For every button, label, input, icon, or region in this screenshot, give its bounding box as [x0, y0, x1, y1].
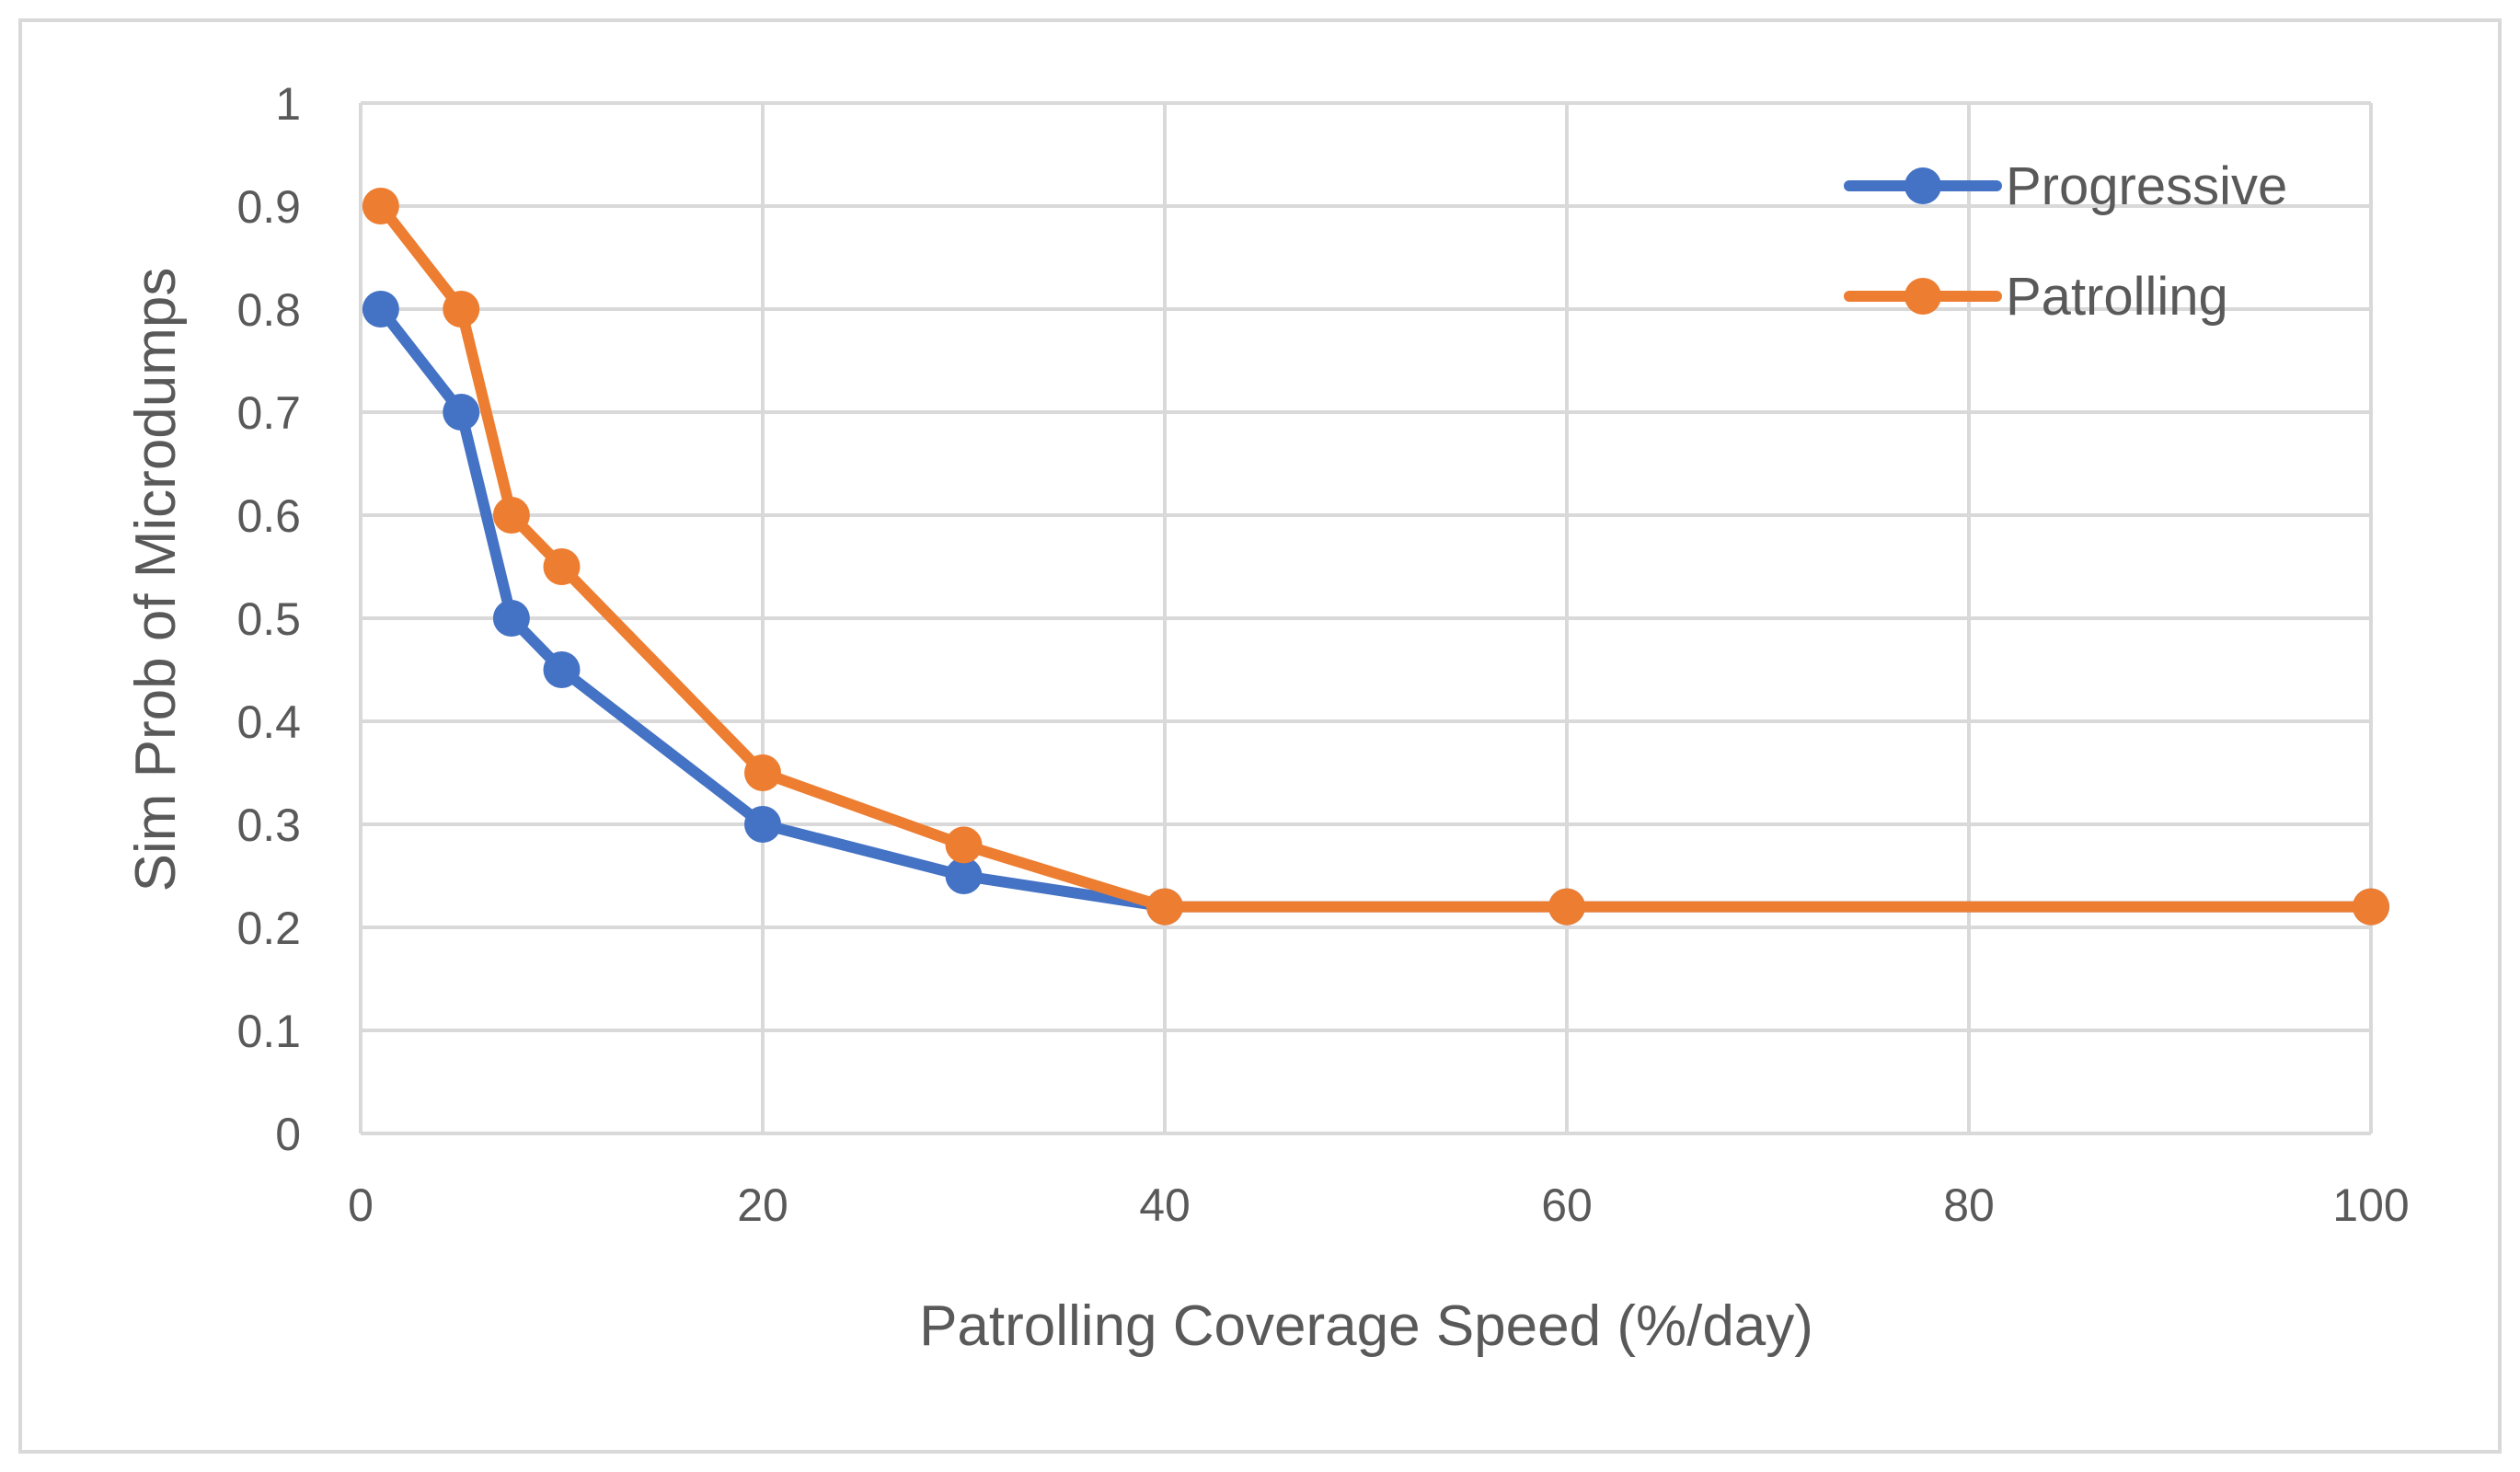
legend-item-patrolling: Patrolling — [1844, 267, 2228, 327]
patrolling-point — [443, 291, 480, 328]
progressive-point — [945, 857, 983, 894]
patrolling-point — [744, 754, 781, 791]
legend-swatch-marker — [1904, 167, 1941, 204]
y-tick-label: 1 — [275, 78, 301, 130]
y-tick-label: 0.5 — [236, 593, 301, 645]
progressive-point — [443, 394, 480, 431]
patrolling-point — [362, 188, 399, 224]
patrolling-point — [492, 497, 530, 534]
y-tick-label: 0.7 — [236, 387, 301, 439]
legend-label: Patrolling — [2006, 267, 2228, 327]
progressive-point — [744, 806, 781, 843]
y-tick-label: 0.2 — [236, 903, 301, 954]
x-tick-label: 80 — [1943, 1179, 1995, 1231]
y-axis-ticks: 0 0.1 0.2 0.3 0.4 0.5 0.6 0.7 0.8 0.9 1 — [236, 78, 301, 1160]
gridlines — [359, 101, 2373, 1135]
x-tick-label: 20 — [737, 1179, 788, 1231]
y-tick-label: 0.9 — [236, 181, 301, 233]
patrolling-point — [543, 548, 581, 585]
y-tick-label: 0.1 — [236, 1006, 301, 1057]
y-tick-label: 0.8 — [236, 284, 301, 336]
x-axis-title: Patrolling Coverage Speed (%/day) — [919, 1294, 1813, 1358]
y-tick-label: 0.3 — [236, 799, 301, 851]
x-tick-label: 100 — [2332, 1179, 2409, 1231]
x-tick-label: 40 — [1139, 1179, 1191, 1231]
y-tick-label: 0 — [275, 1109, 301, 1160]
legend-label: Progressive — [2006, 156, 2287, 216]
series-group — [362, 188, 2389, 926]
progressive-point — [492, 600, 530, 637]
chart-frame — [18, 18, 2502, 1454]
legend-swatch-marker — [1904, 278, 1941, 315]
y-tick-label: 0.6 — [236, 490, 301, 542]
patrolling-point — [1548, 888, 1585, 926]
patrolling-point — [2353, 888, 2389, 926]
series-patrolling — [362, 188, 2389, 926]
legend-item-progressive: Progressive — [1844, 156, 2287, 216]
y-tick-label: 0.4 — [236, 696, 301, 748]
progressive-point — [362, 291, 399, 328]
x-axis-ticks: 0 20 40 60 80 100 — [348, 1179, 2410, 1231]
progressive-point — [543, 651, 581, 688]
y-axis-title: Sim Prob of Microdumps — [124, 268, 188, 892]
legend: Progressive Patrolling — [1844, 156, 2287, 327]
patrolling-point — [1146, 888, 1183, 926]
x-tick-label: 60 — [1541, 1179, 1593, 1231]
x-tick-label: 0 — [348, 1179, 374, 1231]
patrolling-point — [945, 826, 983, 864]
